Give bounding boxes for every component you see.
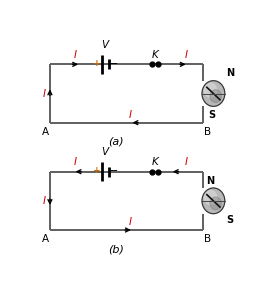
Text: (a): (a) <box>108 137 124 147</box>
Circle shape <box>210 90 221 102</box>
Text: S: S <box>226 215 233 225</box>
Text: N: N <box>226 68 234 78</box>
Text: I: I <box>129 217 132 227</box>
Text: (b): (b) <box>108 244 124 254</box>
Text: I: I <box>73 50 76 60</box>
Text: I: I <box>185 158 188 168</box>
Text: V: V <box>102 40 109 50</box>
Text: I: I <box>73 158 76 168</box>
Text: I: I <box>43 88 46 98</box>
Text: A: A <box>42 127 49 137</box>
Text: I: I <box>43 196 46 206</box>
Text: −: − <box>109 166 118 176</box>
Text: V: V <box>102 147 109 157</box>
Text: A: A <box>42 234 49 244</box>
Text: I: I <box>129 110 132 120</box>
Text: S: S <box>209 110 216 120</box>
Text: I: I <box>185 50 188 60</box>
Text: B: B <box>204 127 211 137</box>
Circle shape <box>204 83 217 97</box>
Circle shape <box>204 191 217 205</box>
Circle shape <box>210 197 221 210</box>
Text: K: K <box>151 158 158 168</box>
Text: +: + <box>93 59 101 68</box>
Text: +: + <box>93 166 101 175</box>
Text: B: B <box>204 234 211 244</box>
Circle shape <box>202 81 225 106</box>
Text: −: − <box>109 59 118 69</box>
Text: N: N <box>206 176 214 186</box>
Text: K: K <box>151 50 158 60</box>
Circle shape <box>202 188 225 214</box>
